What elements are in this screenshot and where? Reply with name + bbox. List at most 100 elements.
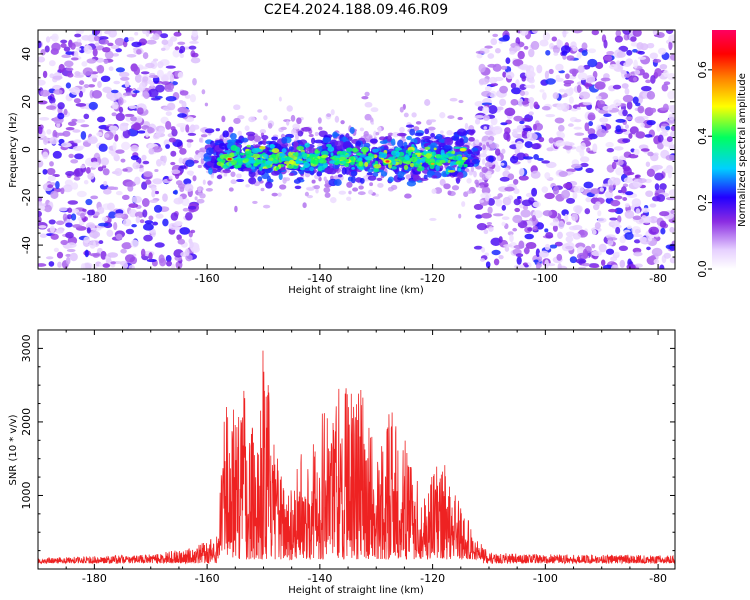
heat-cell <box>501 216 510 221</box>
heat-cell <box>142 76 149 82</box>
heat-cell <box>152 178 163 185</box>
heat-cell <box>86 227 91 234</box>
heat-cell <box>216 174 223 180</box>
heat-cell <box>584 75 596 84</box>
heat-cell <box>581 262 591 267</box>
heat-cell <box>545 161 557 169</box>
heat-cell <box>363 130 369 137</box>
heat-cell <box>125 81 130 88</box>
heat-cell <box>42 151 49 160</box>
heat-cell <box>244 125 250 131</box>
heat-cell <box>227 157 232 161</box>
heat-cell <box>588 121 594 127</box>
heat-cell <box>97 166 104 172</box>
heat-cell <box>591 264 600 269</box>
heat-cell <box>309 156 314 159</box>
heat-cell <box>233 117 241 124</box>
heat-cell <box>189 241 194 249</box>
heat-cell <box>141 198 150 207</box>
heat-cell <box>131 224 137 228</box>
heat-cell <box>473 170 477 178</box>
heat-cell <box>387 176 394 183</box>
heat-cell <box>151 190 156 198</box>
heat-cell <box>481 90 492 97</box>
heat-cell <box>355 140 361 148</box>
heat-cell <box>435 159 440 163</box>
heat-cell <box>222 169 231 174</box>
y-tick-label: 20 <box>20 95 33 109</box>
heat-cell <box>518 175 529 181</box>
heat-cell <box>430 162 435 165</box>
heat-cell <box>312 159 320 165</box>
heat-cell <box>644 134 653 138</box>
heat-cell <box>587 58 598 68</box>
heat-cell <box>133 66 140 76</box>
heat-cell <box>607 178 615 187</box>
heat-cell <box>188 205 197 210</box>
heat-cell <box>103 188 112 195</box>
heat-cell <box>479 258 486 262</box>
heat-cell <box>525 241 537 250</box>
heat-cell <box>94 42 100 47</box>
heat-cell <box>128 105 137 110</box>
heat-cell <box>82 67 94 76</box>
heat-cell <box>474 139 480 145</box>
heat-cell <box>451 185 460 191</box>
heat-cell <box>294 151 299 158</box>
heat-cell <box>411 112 417 118</box>
heat-cell <box>152 133 160 140</box>
heat-cell <box>545 49 551 56</box>
heat-cell <box>173 31 182 37</box>
heat-cell <box>591 250 602 257</box>
heat-cell <box>62 130 71 137</box>
heat-cell <box>142 209 148 218</box>
heat-cell <box>168 137 177 143</box>
heat-cell <box>413 126 420 132</box>
heat-cell <box>85 198 93 206</box>
heat-cell <box>667 90 675 100</box>
heat-cell <box>504 246 510 252</box>
heat-cell <box>629 126 639 135</box>
heat-cell <box>81 61 88 67</box>
heat-cell <box>645 161 651 167</box>
heat-cell <box>115 190 123 196</box>
heat-cell <box>485 194 490 202</box>
heat-cell <box>613 99 622 107</box>
heat-cell <box>83 84 90 89</box>
heat-cell <box>605 141 614 148</box>
heat-cell <box>145 62 155 69</box>
heat-cell <box>591 30 600 36</box>
heat-cell <box>83 236 91 244</box>
heat-cell <box>566 168 577 173</box>
heat-cell <box>85 167 91 174</box>
heat-cell <box>624 232 634 240</box>
heat-cell <box>654 172 664 181</box>
heat-cell <box>577 72 588 81</box>
heat-cell <box>608 208 618 213</box>
x-tick-label: -100 <box>533 572 558 585</box>
heat-cell <box>533 259 539 263</box>
heat-cell <box>461 156 468 161</box>
heat-cell <box>665 154 675 161</box>
heat-cell <box>67 207 73 213</box>
heat-cell <box>60 42 67 49</box>
heat-cell <box>488 76 498 84</box>
heat-cell <box>51 42 61 52</box>
heat-cell <box>91 89 103 99</box>
heat-cell <box>65 82 72 89</box>
heat-cell <box>551 36 558 42</box>
heat-cell <box>98 143 108 152</box>
colorbar-tick-label: 0.4 <box>696 127 709 145</box>
heat-cell <box>141 154 147 161</box>
heat-cell <box>185 159 195 167</box>
heat-cell <box>123 37 130 43</box>
heat-cell <box>418 165 423 169</box>
heat-cell <box>166 82 175 91</box>
heat-cell <box>96 116 106 123</box>
heat-cell <box>515 79 520 88</box>
heat-cell <box>294 185 302 190</box>
heat-cell <box>337 174 343 178</box>
heat-cell <box>154 95 163 99</box>
heat-cell <box>364 101 373 108</box>
heat-cell <box>47 95 53 100</box>
